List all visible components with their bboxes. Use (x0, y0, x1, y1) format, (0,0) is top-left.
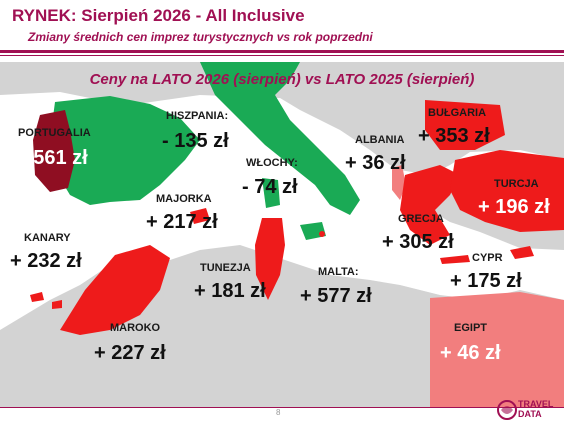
value-portugal: + 561 zł (16, 147, 88, 169)
region-sardinia (262, 178, 280, 208)
header-rule (0, 50, 564, 53)
value-bulgaria: + 353 zł (418, 125, 490, 147)
value-greece: + 305 zł (382, 231, 454, 253)
travel-data-logo-icon (497, 400, 517, 420)
region-bulgaria (425, 100, 505, 150)
value-spain: - 135 zł (162, 130, 229, 152)
region-sicily (300, 222, 326, 240)
value-morocco: + 227 zł (94, 342, 166, 364)
value-tunisia: + 181 zł (194, 280, 266, 302)
region-portugal (33, 110, 75, 192)
region-majorca (190, 208, 210, 224)
region-canary (30, 292, 44, 302)
region-malta (319, 231, 325, 237)
page-title: RYNEK: Sierpień 2026 - All Inclusive (12, 6, 305, 25)
label-tunisia: TUNEZJA (200, 262, 251, 274)
value-italy: - 74 zł (242, 176, 298, 198)
region-italy (200, 62, 360, 215)
value-malta: + 577 zł (300, 285, 372, 307)
logo-line2: DATA (518, 409, 542, 419)
value-cyprus: + 175 zł (450, 270, 522, 292)
region-morocco (60, 245, 170, 335)
region-egypt (430, 292, 564, 407)
chart-title: Ceny na LATO 2026 (sierpień) vs LATO 202… (89, 71, 475, 88)
region-albania (392, 165, 406, 200)
label-canary: KANARY (24, 232, 71, 244)
region-cyprus (510, 246, 534, 259)
label-egypt: EGIPT (454, 322, 488, 334)
label-albania: ALBANIA (355, 134, 405, 146)
label-bulgaria: BUŁGARIA (428, 107, 487, 119)
land-europe (0, 62, 564, 175)
label-spain: HISZPANIA: (166, 110, 229, 122)
label-italy: WŁOCHY: (246, 157, 298, 169)
footer-rule (0, 407, 564, 408)
label-greece: GRECJA (398, 213, 444, 225)
value-albania: + 36 zł (345, 152, 406, 174)
value-canary: + 232 zł (10, 250, 82, 272)
region-spain (50, 96, 200, 205)
region-greece (400, 165, 460, 245)
label-portugal: PORTUGALIA (18, 127, 91, 139)
label-turkey: TURCJA (494, 178, 539, 190)
mediterranean-map (0, 62, 564, 407)
region-canary-2 (52, 300, 62, 309)
region-crete (440, 255, 470, 264)
label-majorca: MAJORKA (156, 193, 212, 205)
page-number: 8 (276, 408, 281, 417)
logo-line1: TRAVEL (518, 399, 554, 409)
header-rule-thin (0, 55, 564, 56)
region-turkey (450, 150, 564, 232)
value-turkey: + 196 zł (478, 196, 550, 218)
region-tunisia (255, 218, 285, 300)
label-morocco: MAROKO (110, 322, 161, 334)
label-cyprus: CYPR (472, 252, 503, 264)
label-malta: MALTA: (318, 266, 359, 278)
page-subtitle: Zmiany średnich cen imprez turystycznych… (28, 30, 373, 44)
value-majorca: + 217 zł (146, 211, 218, 233)
value-egypt: + 46 zł (440, 342, 501, 364)
